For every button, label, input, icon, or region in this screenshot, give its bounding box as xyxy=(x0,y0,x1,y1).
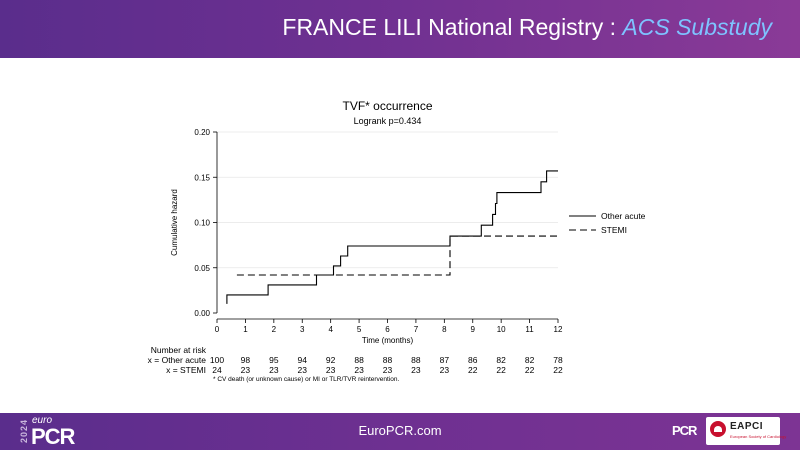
x-tick-label: 0 xyxy=(215,325,220,334)
legend-label: Other acute xyxy=(601,211,646,221)
risk-table-cell: 86 xyxy=(468,355,478,365)
y-tick-label: 0.00 xyxy=(194,309,210,318)
x-tick-label: 8 xyxy=(442,325,447,334)
risk-table-cell: 23 xyxy=(269,365,279,375)
risk-table-cell: 23 xyxy=(383,365,393,375)
hazard-chart: TVF* occurrence Logrank p=0.434 0.00 0.05 0.… xyxy=(148,99,646,383)
risk-table-cell: 23 xyxy=(241,365,251,375)
x-tick-label: 10 xyxy=(497,325,506,334)
x-tick-label: 7 xyxy=(414,325,419,334)
x-axis-label: Time (months) xyxy=(362,336,414,345)
risk-table-cell: 88 xyxy=(383,355,393,365)
eapci-logo: EAPCI European Society of Cardiology xyxy=(706,417,786,445)
risk-table-cell: 98 xyxy=(241,355,251,365)
risk-table-cell: 82 xyxy=(496,355,506,365)
series-line-stemi xyxy=(236,235,558,276)
risk-table-cell: 23 xyxy=(354,365,364,375)
footer-url: EuroPCR.com xyxy=(358,423,442,438)
risk-table-cell: 24 xyxy=(212,365,222,375)
slide-title-accent: ACS Substudy xyxy=(622,14,772,40)
risk-table-cell: 22 xyxy=(496,365,506,375)
x-tick-label: 12 xyxy=(554,325,563,334)
risk-table-cell: 22 xyxy=(468,365,478,375)
x-tick-label: 6 xyxy=(385,325,390,334)
eapci-logo-name: EAPCI xyxy=(730,421,764,432)
risk-table-header: Number at risk xyxy=(151,345,207,355)
risk-table-cell: 88 xyxy=(411,355,421,365)
y-axis-label: Cumulative hazard xyxy=(170,189,179,256)
x-tick-label: 4 xyxy=(328,325,333,334)
risk-table-cell: 78 xyxy=(553,355,563,365)
slide-footer: 2024 euro PCR EuroPCR.com PCR EAPCI Euro… xyxy=(0,413,800,450)
y-tick-label: 0.20 xyxy=(194,128,210,137)
x-tick-label: 5 xyxy=(357,325,362,334)
europcr-logo-euro: euro xyxy=(32,415,53,426)
risk-table-cell: 87 xyxy=(440,355,450,365)
x-tick-label: 11 xyxy=(525,325,534,334)
europcr-logo: 2024 euro PCR xyxy=(18,414,88,450)
europcr-logo-pcr: PCR xyxy=(31,424,75,449)
risk-table-cell: 23 xyxy=(440,365,450,375)
risk-table-cell: 95 xyxy=(269,355,279,365)
slide-title-main: FRANCE LILI National Registry : xyxy=(282,14,623,40)
series-line-other-acute xyxy=(226,170,558,304)
chart-footnote: * CV death (or unknown cause) or MI or T… xyxy=(213,376,399,383)
risk-table-cell: 23 xyxy=(326,365,336,375)
x-tick-label: 1 xyxy=(243,325,248,334)
x-tick-label: 9 xyxy=(471,325,476,334)
risk-table-cell: 23 xyxy=(298,365,308,375)
x-tick-label: 2 xyxy=(272,325,277,334)
pcr-logo: PCR xyxy=(672,423,697,438)
chart-subtitle: Logrank p=0.434 xyxy=(354,116,422,126)
y-tick-label: 0.10 xyxy=(194,219,210,228)
risk-table-cell: 82 xyxy=(525,355,535,365)
y-tick-label: 0.15 xyxy=(194,173,210,182)
risk-table-cell: 23 xyxy=(411,365,421,375)
risk-table-row-label: x = Other acute xyxy=(148,355,207,365)
risk-table-row-label: x = STEMI xyxy=(166,365,206,375)
heart-icon xyxy=(710,421,726,437)
risk-table-cell: 92 xyxy=(326,355,336,365)
slide-header: FRANCE LILI National Registry : ACS Subs… xyxy=(0,0,800,58)
legend-label: STEMI xyxy=(601,225,627,235)
risk-table-cell: 22 xyxy=(525,365,535,375)
eapci-logo-subtitle: European Society of Cardiology xyxy=(730,434,787,439)
chart-title: TVF* occurrence xyxy=(342,99,432,113)
y-tick-label: 0.05 xyxy=(194,264,210,273)
slide-title: FRANCE LILI National Registry : ACS Subs… xyxy=(282,14,772,41)
risk-table-cell: 100 xyxy=(210,355,224,365)
risk-table-cell: 88 xyxy=(354,355,364,365)
risk-table-cell: 94 xyxy=(298,355,308,365)
x-tick-label: 3 xyxy=(300,325,305,334)
risk-table-cell: 22 xyxy=(553,365,563,375)
